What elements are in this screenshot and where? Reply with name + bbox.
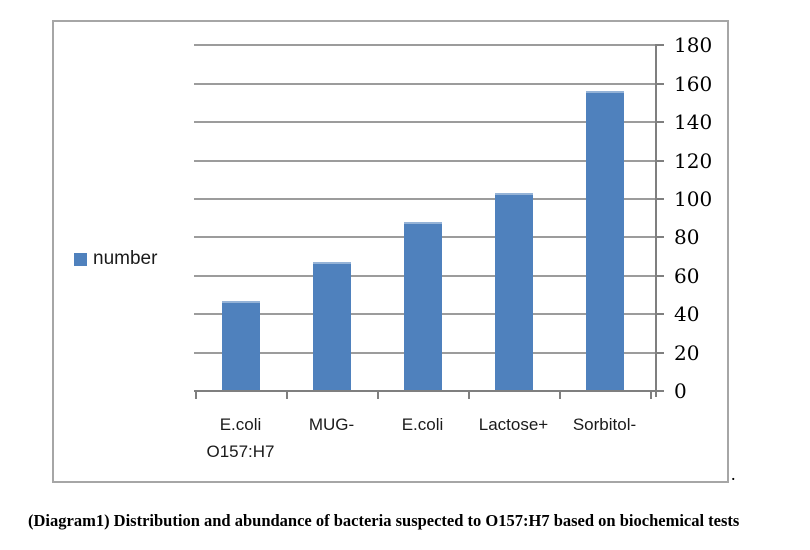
- y-axis-line: [655, 45, 657, 397]
- y-axis-tick: [655, 313, 664, 316]
- x-axis-category-label: MUG-: [270, 411, 394, 438]
- y-axis-tick: [655, 274, 664, 277]
- y-axis-tick: [655, 82, 664, 85]
- y-axis-tick-label: 140: [674, 110, 713, 135]
- x-axis-category-label-line: E.coli: [219, 415, 262, 434]
- y-axis-tick-label: 0: [674, 379, 687, 403]
- bar-MUG-: [312, 262, 351, 391]
- x-axis-tick: [377, 392, 379, 399]
- x-axis-category-label-line: Lactose+: [478, 415, 549, 434]
- bar-Lactose+: [494, 193, 533, 391]
- bar-chart: 0 20 40 60 80 100 120 140 160 180 E.coli O157:H7 MUG…: [52, 20, 729, 483]
- y-axis-tick: [655, 390, 664, 392]
- legend-color-swatch: [74, 252, 87, 266]
- y-axis-tick-label: 60: [674, 263, 700, 288]
- y-axis-tick: [655, 351, 664, 354]
- x-axis-category-label: E.coli O157:H7: [179, 411, 303, 465]
- plot-area: 0 20 40 60 80 100 120 140 160 180 E.coli O157:H7 MUG…: [54, 22, 727, 481]
- y-axis-tick-label: 180: [674, 33, 713, 58]
- x-axis-tick: [195, 392, 197, 399]
- gridline: [194, 121, 655, 124]
- trailing-period-text: .: [731, 464, 736, 484]
- x-axis-tick: [650, 392, 652, 399]
- bar-E.coli O157:H7: [221, 300, 260, 391]
- y-axis-tick-label: 20: [674, 340, 700, 365]
- gridline: [194, 159, 655, 162]
- gridline: [194, 82, 655, 85]
- y-axis-tick: [655, 44, 664, 47]
- x-axis-line: [194, 390, 657, 392]
- x-axis-category-label-line: O157:H7: [206, 442, 275, 461]
- legend: number: [74, 248, 157, 270]
- bar-Sorbitol-: [585, 91, 624, 391]
- x-axis-category-label-line: E.coli: [401, 415, 444, 434]
- x-axis-tick: [286, 392, 288, 399]
- y-axis-tick-label: 80: [674, 225, 700, 250]
- x-axis-tick: [559, 392, 561, 399]
- bar-E.coli: [403, 222, 442, 391]
- gridline: [194, 44, 655, 47]
- y-axis-tick-label: 40: [674, 302, 700, 327]
- y-axis-tick-label: 100: [674, 187, 713, 211]
- y-axis-tick-label: 160: [674, 71, 713, 96]
- y-axis-tick-label: 120: [674, 148, 713, 173]
- y-axis-tick: [655, 159, 664, 162]
- x-axis-category-label-line: Sorbitol-: [572, 415, 637, 434]
- y-axis-tick: [655, 198, 664, 200]
- figure-caption: (Diagram1) Distribution and abundance of…: [28, 511, 740, 530]
- y-axis-tick: [655, 121, 664, 124]
- x-axis-category-label: Sorbitol-: [543, 411, 667, 438]
- x-axis-category-label: Lactose+: [452, 411, 576, 438]
- y-axis-tick: [655, 236, 664, 239]
- legend-label: number: [93, 248, 158, 269]
- x-axis-tick: [468, 392, 470, 399]
- x-axis-category-label: E.coli: [361, 411, 485, 438]
- gridline: [194, 198, 655, 200]
- x-axis-category-label-line: MUG-: [308, 415, 355, 434]
